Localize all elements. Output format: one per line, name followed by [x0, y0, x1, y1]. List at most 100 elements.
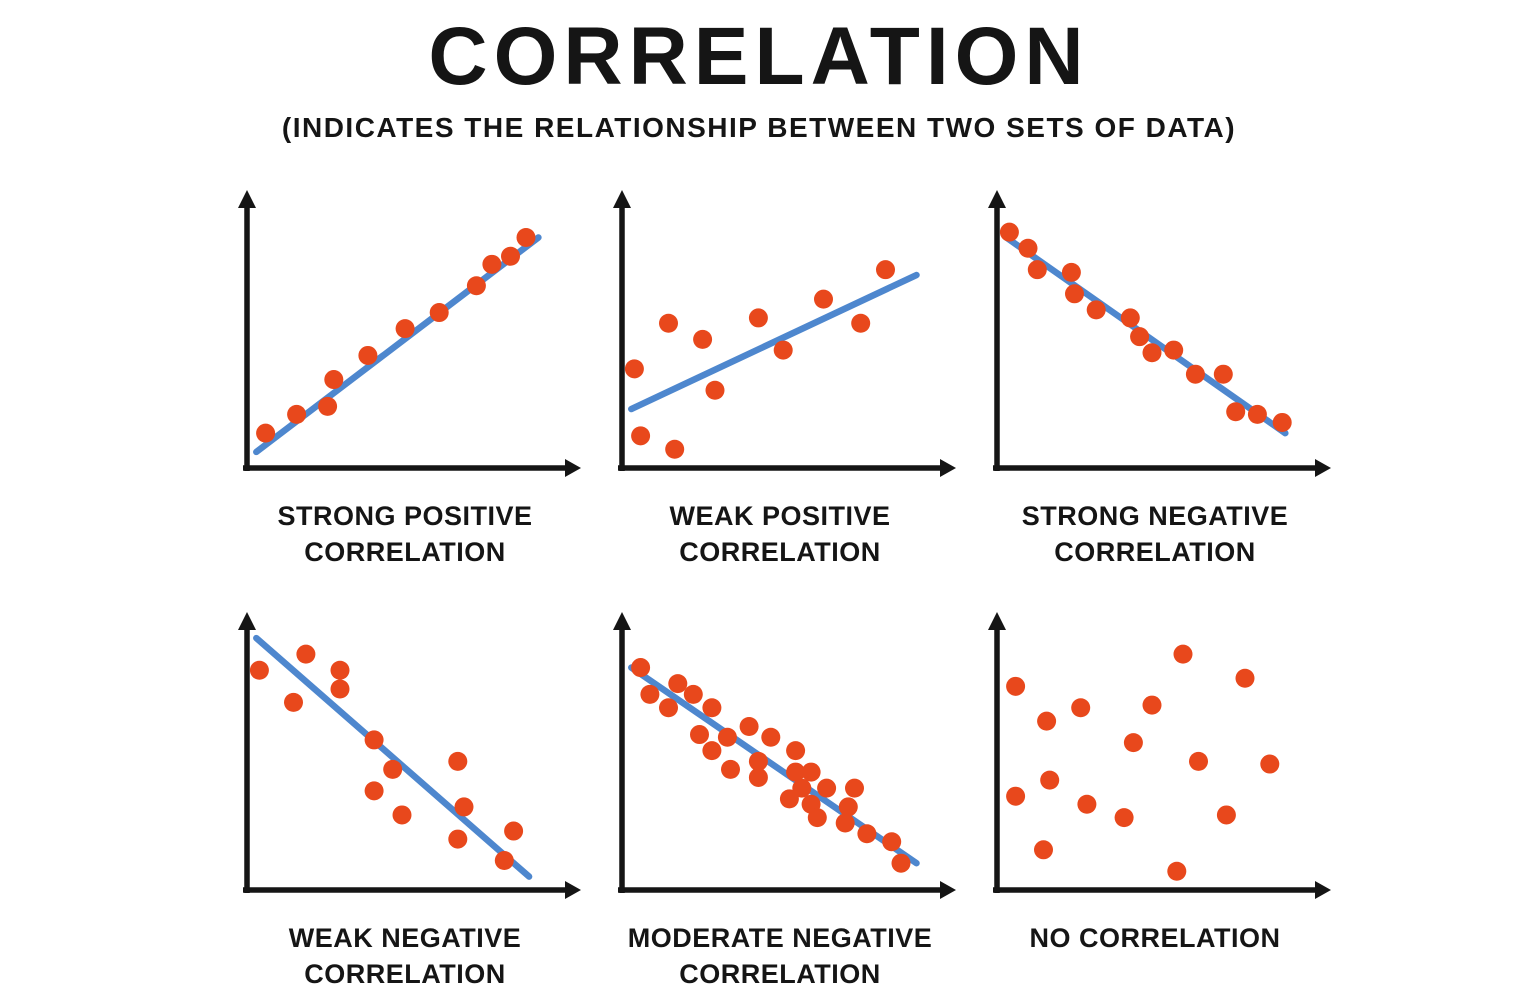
- y-axis-arrow-icon: [613, 612, 631, 630]
- data-point: [640, 684, 660, 704]
- panel-caption: MODERATE NEGATIVE CORRELATION: [627, 923, 933, 990]
- data-point: [1260, 754, 1280, 774]
- data-point: [454, 797, 474, 817]
- scatter-plot: [613, 190, 956, 477]
- data-point: [807, 808, 827, 828]
- data-point: [501, 246, 520, 266]
- data-point: [1130, 327, 1150, 347]
- panel-caption: STRONG NEGATIVE CORRELATION: [1021, 501, 1289, 568]
- data-point: [1164, 340, 1184, 360]
- data-point: [814, 289, 833, 309]
- data-point: [1114, 808, 1134, 828]
- data-point: [739, 717, 759, 737]
- data-point: [448, 751, 468, 771]
- data-point: [392, 805, 412, 825]
- data-point: [1037, 711, 1057, 731]
- data-point: [801, 762, 821, 782]
- data-point: [1247, 404, 1267, 424]
- data-point: [721, 759, 740, 779]
- data-point: [659, 698, 678, 718]
- data-point: [1189, 751, 1208, 771]
- data-point: [817, 778, 837, 798]
- data-point: [891, 853, 911, 873]
- data-point: [249, 660, 269, 680]
- trend-line: [628, 271, 920, 413]
- data-point: [882, 832, 902, 852]
- data-point: [395, 319, 415, 339]
- data-point: [429, 303, 449, 323]
- data-point: [358, 345, 378, 365]
- scatter-panel: STRONG NEGATIVE CORRELATION: [975, 180, 1335, 571]
- data-point: [1142, 343, 1162, 363]
- scatter-panel: WEAK POSITIVE CORRELATION: [600, 180, 960, 571]
- data-point: [287, 404, 307, 424]
- y-axis-arrow-icon: [613, 190, 631, 208]
- data-point: [364, 781, 384, 801]
- data-point: [624, 359, 644, 379]
- data-point: [999, 222, 1019, 242]
- data-point: [284, 692, 303, 712]
- data-point: [1006, 786, 1026, 806]
- data-point: [748, 308, 768, 328]
- data-point: [1272, 412, 1292, 432]
- data-point: [1123, 733, 1143, 753]
- page-subtitle: (INDICATES THE RELATIONSHIP BETWEEN TWO …: [281, 112, 1237, 143]
- data-point: [1027, 260, 1047, 280]
- panel-caption: WEAK NEGATIVE CORRELATION: [288, 923, 522, 990]
- data-point: [1061, 262, 1081, 282]
- data-point: [631, 426, 651, 446]
- data-point: [668, 674, 688, 694]
- data-point: [851, 313, 871, 333]
- scatter-panel: WEAK NEGATIVE CORRELATION: [225, 602, 585, 993]
- data-point: [717, 727, 737, 747]
- data-point: [838, 797, 858, 817]
- data-point: [1034, 840, 1053, 860]
- data-point: [1071, 698, 1091, 718]
- x-axis-arrow-icon: [565, 881, 581, 899]
- page-title: CORRELATION: [428, 11, 1090, 102]
- scatter-plot: [238, 612, 581, 899]
- panel-caption: WEAK POSITIVE CORRELATION: [669, 501, 891, 568]
- scatter-panel: STRONG POSITIVE CORRELATION: [225, 180, 585, 571]
- data-point: [845, 778, 864, 798]
- data-point: [761, 727, 781, 747]
- data-point: [1086, 300, 1106, 320]
- data-point: [835, 813, 855, 833]
- data-point: [1142, 695, 1162, 715]
- trend-line: [253, 634, 533, 880]
- x-axis-arrow-icon: [1315, 881, 1331, 899]
- data-point: [1065, 284, 1084, 304]
- data-point: [786, 741, 806, 761]
- data-point: [1018, 238, 1038, 258]
- x-axis-arrow-icon: [940, 881, 956, 899]
- data-point: [690, 725, 709, 745]
- data-point: [330, 660, 350, 680]
- scatter-plot: [988, 612, 1331, 899]
- data-point: [1235, 668, 1255, 688]
- data-point: [256, 423, 276, 443]
- data-point: [466, 276, 486, 296]
- data-point: [318, 396, 338, 416]
- data-point: [504, 821, 524, 841]
- scatter-plot: [613, 612, 956, 899]
- x-axis-arrow-icon: [1315, 459, 1331, 477]
- data-point: [773, 340, 793, 360]
- data-point: [702, 741, 722, 761]
- data-point: [1226, 402, 1246, 422]
- data-point: [482, 254, 502, 274]
- y-axis-arrow-icon: [988, 190, 1006, 208]
- data-point: [693, 329, 713, 349]
- data-point: [748, 751, 768, 771]
- data-point: [494, 851, 514, 871]
- data-point: [1077, 794, 1097, 814]
- data-point: [324, 370, 344, 390]
- scatter-panel: MODERATE NEGATIVE CORRELATION: [600, 602, 960, 993]
- data-point: [876, 260, 895, 280]
- data-point: [1120, 308, 1140, 328]
- data-point: [448, 829, 468, 849]
- data-point: [857, 824, 877, 844]
- data-point: [383, 759, 403, 779]
- data-point: [516, 228, 536, 248]
- scatter-plot: [238, 190, 581, 477]
